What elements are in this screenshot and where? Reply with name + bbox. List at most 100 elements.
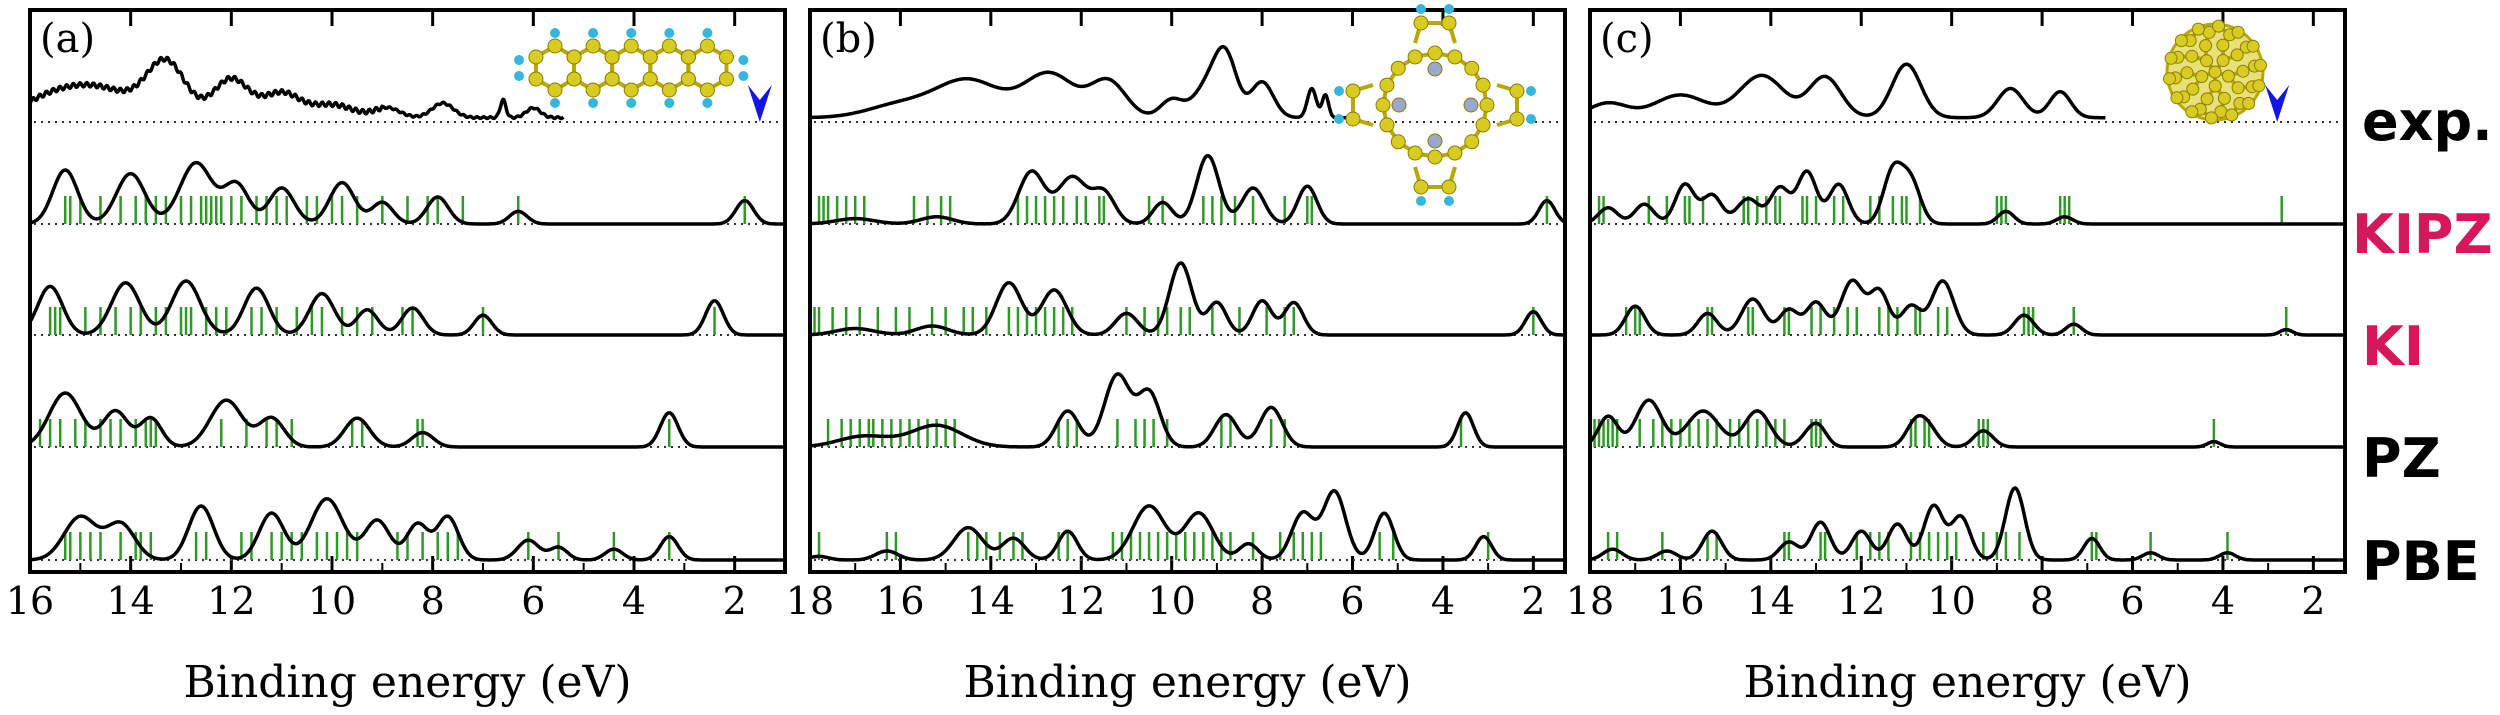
x-axis-label: Binding energy (eV) bbox=[963, 657, 1411, 708]
atom bbox=[2231, 81, 2245, 95]
hydrogen bbox=[550, 28, 560, 38]
atom bbox=[661, 38, 677, 54]
atom bbox=[1413, 15, 1429, 31]
x-tick-label: 4 bbox=[622, 579, 646, 623]
spectrum-curve bbox=[1589, 62, 2107, 120]
series-kipz bbox=[809, 153, 1566, 226]
atom bbox=[1509, 83, 1525, 99]
x-axis-label: Binding energy (eV) bbox=[183, 657, 631, 708]
x-tick-label: 2 bbox=[2301, 579, 2325, 623]
atom bbox=[1479, 97, 1495, 113]
spectrum-curve bbox=[809, 153, 1566, 226]
atom bbox=[2208, 79, 2222, 93]
atom bbox=[2217, 91, 2231, 105]
atom bbox=[2221, 69, 2235, 83]
x-tick-label: 4 bbox=[2211, 579, 2235, 623]
hydrogen bbox=[1526, 86, 1536, 96]
series-pz bbox=[809, 372, 1566, 449]
spectrum-curve bbox=[29, 497, 786, 562]
x-axis-label: Binding energy (eV) bbox=[1743, 657, 2191, 708]
hydrogen bbox=[1334, 86, 1344, 96]
spectrum-curve bbox=[809, 489, 1566, 562]
x-tick-label: 6 bbox=[2120, 579, 2144, 623]
x-tick-label: 10 bbox=[1927, 579, 1975, 623]
panel-b: 18 16 14 12 10 8 6 4 2 Binding energy (eV) (b) bbox=[786, 4, 1567, 708]
x-tick-label: 16 bbox=[6, 579, 54, 623]
atom bbox=[528, 71, 544, 87]
atom bbox=[2242, 96, 2256, 110]
row-label-kipz: KIPZ bbox=[2352, 203, 2493, 266]
x-tick-label: 2 bbox=[723, 579, 747, 623]
x-tick-label: 8 bbox=[2030, 579, 2054, 623]
row-label-pz: PZ bbox=[2362, 427, 2441, 490]
atom bbox=[566, 71, 582, 87]
atom bbox=[528, 49, 544, 65]
panel-label: (b) bbox=[820, 16, 877, 62]
panel-frame bbox=[28, 8, 787, 574]
atom bbox=[2230, 48, 2244, 62]
x-tick-label: 18 bbox=[1566, 579, 1614, 623]
hydrogen bbox=[1416, 4, 1426, 14]
series-exp bbox=[1589, 62, 2341, 123]
spectrum-curve bbox=[29, 391, 786, 449]
atom bbox=[1441, 179, 1457, 195]
atom bbox=[1345, 111, 1361, 127]
atom bbox=[1391, 97, 1407, 113]
atom bbox=[2216, 38, 2230, 52]
porphyrin-molecule bbox=[1334, 4, 1536, 206]
x-tick-label: 14 bbox=[106, 579, 154, 623]
atom bbox=[699, 82, 715, 98]
panel-frame bbox=[1588, 8, 2347, 574]
x-tick-label: 8 bbox=[421, 579, 445, 623]
atom bbox=[2200, 54, 2214, 68]
spectrum-curve bbox=[29, 160, 786, 226]
atom bbox=[604, 71, 620, 87]
atom bbox=[623, 38, 639, 54]
spectrum-curve bbox=[28, 279, 786, 337]
atom bbox=[1375, 97, 1391, 113]
atom bbox=[2216, 54, 2230, 68]
spectrum-curve bbox=[1588, 398, 2346, 449]
series-ki bbox=[809, 261, 1566, 337]
atom bbox=[1345, 83, 1361, 99]
atom bbox=[1427, 61, 1443, 77]
panel-label: (c) bbox=[1600, 16, 1654, 62]
spectrum-curve bbox=[809, 44, 1354, 120]
x-tick-label: 8 bbox=[1250, 579, 1274, 623]
series-exp bbox=[809, 44, 1561, 123]
series-pbe bbox=[809, 489, 1566, 562]
pentacene-molecule bbox=[514, 28, 749, 108]
atom bbox=[718, 49, 734, 65]
atom bbox=[2252, 79, 2266, 93]
atom bbox=[566, 49, 582, 65]
atom bbox=[2164, 51, 2178, 65]
arrow-marker bbox=[2265, 85, 2290, 122]
atom bbox=[1464, 134, 1480, 150]
hydrogen bbox=[626, 98, 637, 108]
atom bbox=[2225, 108, 2239, 122]
atom bbox=[2200, 92, 2214, 106]
series-pbe bbox=[1589, 486, 2346, 562]
atom bbox=[680, 49, 696, 65]
atom bbox=[718, 71, 734, 87]
atom bbox=[2195, 70, 2209, 84]
atom bbox=[547, 38, 563, 54]
hydrogen bbox=[1444, 196, 1454, 206]
atom bbox=[1390, 60, 1406, 76]
hydrogen bbox=[550, 98, 560, 108]
series-ki bbox=[28, 279, 786, 337]
x-tick-label: 12 bbox=[1837, 579, 1885, 623]
x-tick-label: 2 bbox=[1521, 579, 1545, 623]
x-tick-label: 18 bbox=[786, 579, 834, 623]
atom bbox=[1464, 60, 1480, 76]
hydrogen bbox=[1334, 114, 1344, 124]
atom bbox=[642, 71, 658, 87]
atom bbox=[2185, 105, 2199, 119]
atom bbox=[1407, 49, 1423, 65]
hydrogen bbox=[702, 28, 713, 38]
panel-label: (a) bbox=[40, 16, 95, 62]
atom bbox=[2212, 19, 2226, 33]
atom bbox=[1407, 145, 1423, 161]
atom bbox=[2246, 39, 2260, 53]
atom bbox=[1413, 179, 1429, 195]
